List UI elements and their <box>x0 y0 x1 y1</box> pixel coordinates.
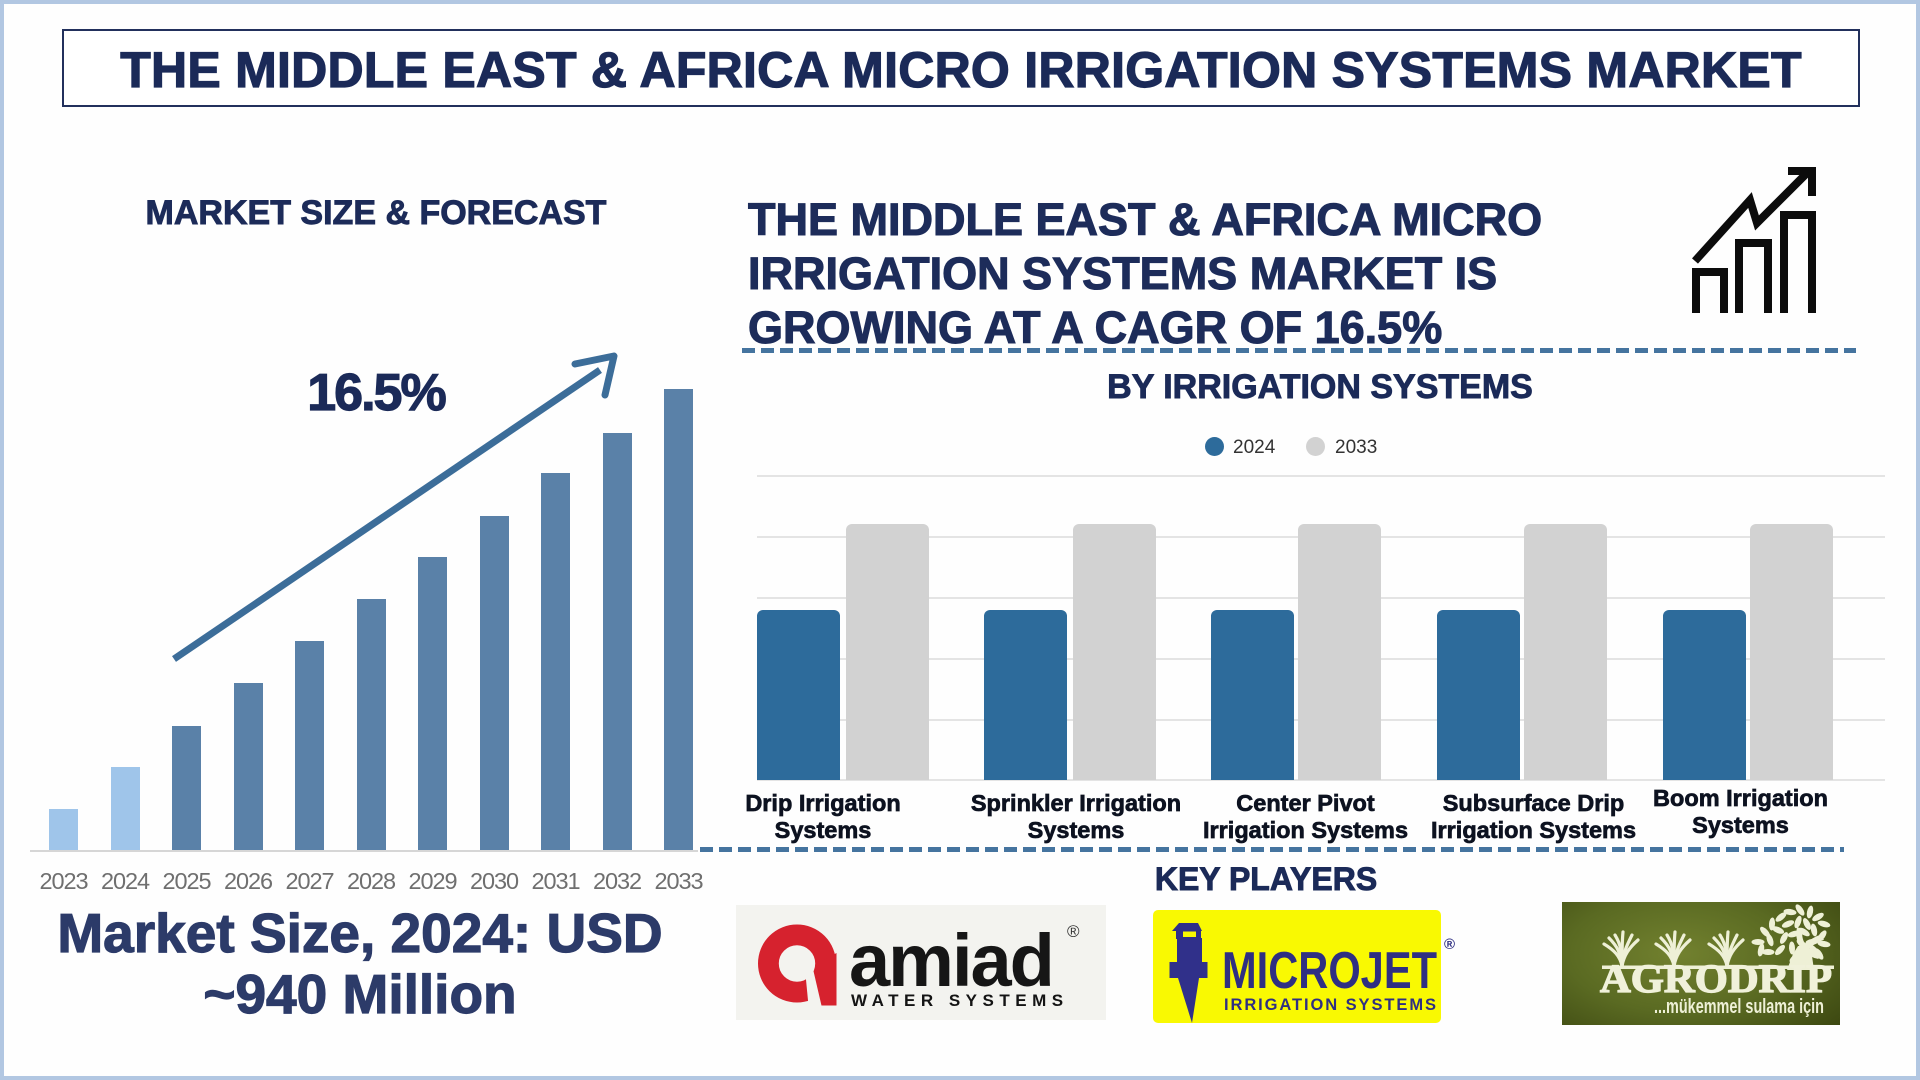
svg-text:MICROJET: MICROJET <box>1222 942 1437 1000</box>
svg-text:...mükemmel sulama için: ...mükemmel sulama için <box>1654 996 1824 1018</box>
svg-text:AGRODRIP: AGRODRIP <box>1600 956 1832 1001</box>
svg-text:WATER SYSTEMS: WATER SYSTEMS <box>851 991 1069 1010</box>
svg-text:®: ® <box>1067 922 1080 941</box>
svg-text:amiad: amiad <box>849 919 1053 1002</box>
svg-text:IRRIGATION SYSTEMS: IRRIGATION SYSTEMS <box>1224 996 1436 1014</box>
